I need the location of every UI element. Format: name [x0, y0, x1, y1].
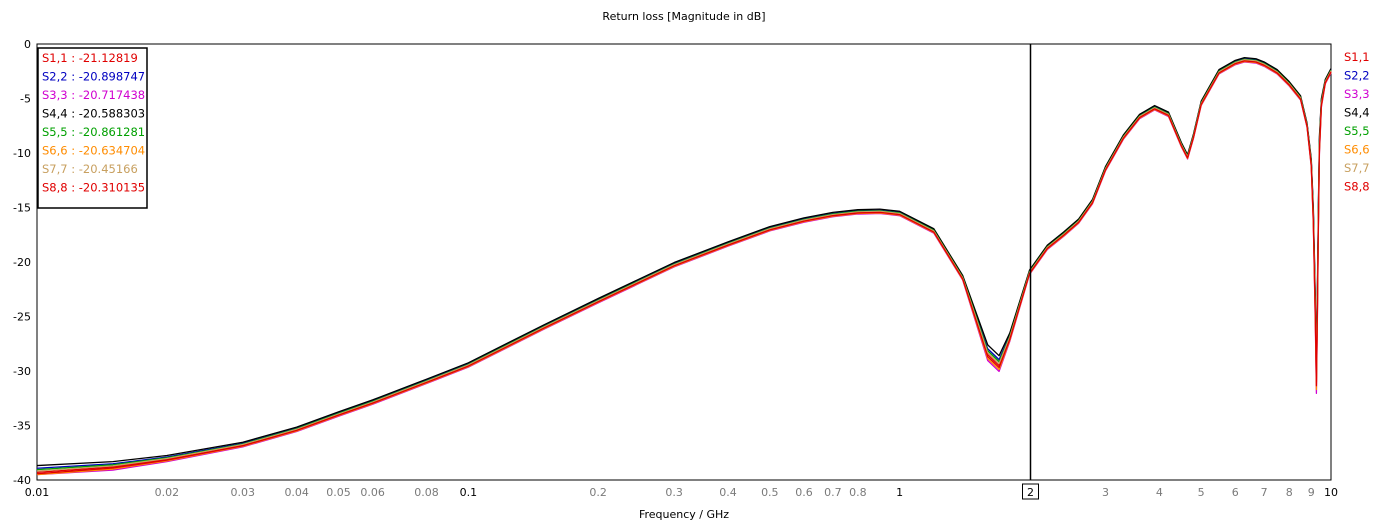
x-tick-label: 7: [1261, 486, 1268, 499]
series-name-label: S6,6: [1344, 143, 1370, 157]
series-name-label: S1,1: [1344, 50, 1370, 64]
y-tick-label: -10: [13, 147, 31, 160]
series-name-label: S5,5: [1344, 124, 1370, 138]
x-tick-label: 0.7: [824, 486, 842, 499]
legend-entry: S6,6 : -20.634704: [42, 144, 145, 158]
legend-entry: S1,1 : -21.12819: [42, 51, 138, 65]
x-tick-label: 0.04: [284, 486, 309, 499]
legend-entry: S8,8 : -20.310135: [42, 181, 145, 195]
y-tick-label: -20: [13, 256, 31, 269]
x-tick-label: 0.02: [155, 486, 180, 499]
legend-entry: S4,4 : -20.588303: [42, 107, 145, 121]
series-labels: S1,1 S2,2 S3,3 S4,4 S5,5 S6,6 S7,7 S8,8: [1344, 50, 1370, 194]
legend: S1,1 : -21.12819 S2,2 : -20.898747 S3,3 : …: [37, 47, 148, 209]
x-tick-label: 6: [1232, 486, 1239, 499]
x-tick-label: 10: [1324, 486, 1338, 499]
x-tick-label: 0.08: [414, 486, 439, 499]
marker-label: 2: [1027, 486, 1034, 499]
x-tick-label: 0.3: [665, 486, 683, 499]
x-tick-label: 0.03: [231, 486, 256, 499]
legend-box: [37, 47, 148, 209]
y-tick-label: -35: [13, 420, 31, 433]
series-name-label: S4,4: [1344, 106, 1370, 120]
x-tick-label: 0.01: [25, 486, 50, 499]
series-lines: [36, 56, 1332, 476]
legend-entry: S7,7 : -20.45166: [42, 162, 138, 176]
chart-title: Return loss [Magnitude in dB]: [602, 10, 765, 23]
x-tick-label: 4: [1156, 486, 1163, 499]
x-tick-label: 0.5: [761, 486, 779, 499]
y-tick-label: -5: [20, 93, 31, 106]
legend-entry: S3,3 : -20.717438: [42, 88, 145, 102]
series-line: [36, 60, 1332, 475]
x-tick-label: 0.6: [795, 486, 813, 499]
x-tick-label: 1: [896, 486, 903, 499]
x-tick-label: 0.06: [360, 486, 385, 499]
axes: 0 -5 -10 -15 -20 -25 -30 -35 -400.01 0.1 1 10 0.02 0.…: [13, 38, 1338, 499]
marker-line: 2: [1022, 44, 1039, 500]
marker-label-box: [1022, 483, 1039, 500]
x-tick-label: 8: [1286, 486, 1293, 499]
legend-entry: S5,5 : -20.861281: [42, 125, 145, 139]
x-tick-label: 5: [1198, 486, 1205, 499]
x-tick-label: 3: [1102, 486, 1109, 499]
legend-entry: S2,2 : -20.898747: [42, 70, 145, 84]
y-tick-label: -40: [13, 474, 31, 487]
y-tick-label: 0: [24, 38, 31, 51]
series-name-label: S7,7: [1344, 161, 1370, 175]
x-axis-label: Frequency / GHz: [639, 508, 729, 521]
series-name-label: S8,8: [1344, 180, 1370, 194]
series-name-label: S2,2: [1344, 69, 1370, 83]
x-tick-label: 0.2: [589, 486, 607, 499]
y-tick-label: -15: [13, 202, 31, 215]
x-tick-label: 0.05: [326, 486, 351, 499]
x-tick-label: 0.1: [460, 486, 478, 499]
series-name-label: S3,3: [1344, 87, 1370, 101]
y-tick-label: -30: [13, 365, 31, 378]
x-tick-label: 0.4: [719, 486, 737, 499]
y-tick-label: -25: [13, 311, 31, 324]
x-tick-label: 9: [1308, 486, 1315, 499]
x-tick-label: 0.8: [849, 486, 867, 499]
